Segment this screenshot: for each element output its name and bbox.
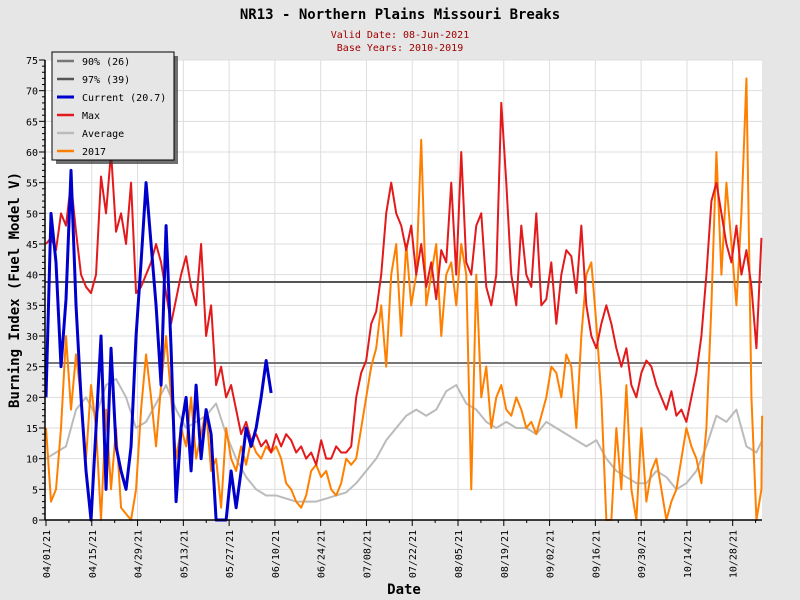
x-tick-label: 04/01/21: [42, 530, 53, 578]
x-tick-label: 10/28/21: [729, 530, 740, 578]
legend-item: 90% (26): [57, 57, 130, 68]
legend-label: Current (20.7): [82, 93, 166, 104]
y-tick-label: 70: [26, 87, 38, 98]
y-tick-label: 75: [26, 56, 38, 67]
x-tick-label: 09/30/21: [637, 530, 648, 578]
legend-item: Current (20.7): [57, 93, 166, 104]
x-tick-label: 05/13/21: [179, 530, 190, 578]
y-tick-label: 0: [32, 516, 38, 527]
x-tick-label: 09/02/21: [546, 530, 557, 578]
series-line-average: [45, 377, 764, 503]
legend-label: 90% (26): [82, 57, 130, 68]
x-tick-label: 07/08/21: [362, 530, 373, 578]
x-tick-label: 04/29/21: [134, 530, 145, 578]
axes: 0 5 10 15 20 25 30 35 40 45 50 55 60 65 70 75 04/01/21 04…: [26, 56, 762, 578]
y-axis-label: Burning Index (Fuel Model V): [7, 172, 23, 408]
y-tick-label: 35: [26, 301, 38, 312]
legend-label: 97% (39): [82, 75, 130, 86]
x-tick-label: 06/10/21: [271, 530, 282, 578]
legend-item: Average: [57, 129, 124, 140]
legend-label: Average: [82, 129, 124, 140]
legend-item: Max: [57, 111, 100, 122]
x-tick-label: 10/14/21: [683, 530, 694, 578]
x-tick-label: 08/19/21: [500, 530, 511, 578]
y-tick-label: 10: [26, 455, 38, 466]
series-line-2017: [45, 77, 764, 521]
y-tick-label: 55: [26, 179, 38, 190]
base-years: Base Years: 2010-2019: [337, 43, 463, 54]
legend-label: Max: [82, 111, 100, 122]
legend: 90% (26) 97% (39) Current (20.7) Max Average…: [51, 51, 178, 164]
y-tick-label: 20: [26, 393, 38, 404]
y-tick-label: 5: [32, 485, 38, 496]
series-line-current-20-7: [44, 168, 273, 522]
x-tick-label: 06/24/21: [317, 530, 328, 578]
x-tick-label: 08/05/21: [454, 530, 465, 578]
legend-box: [51, 51, 175, 161]
legend-item: 2017: [57, 147, 106, 158]
x-tick-label: 04/15/21: [88, 530, 99, 578]
x-tick-label: 07/22/21: [408, 530, 419, 578]
y-tick-label: 50: [26, 209, 38, 220]
y-tick-label: 40: [26, 271, 38, 282]
x-tick-label: 05/27/21: [225, 530, 236, 578]
legend-label: 2017: [82, 147, 106, 158]
chart-title: NR13 - Northern Plains Missouri Breaks: [240, 7, 560, 23]
x-tick-label: 09/16/21: [591, 530, 602, 578]
y-tick-label: 30: [26, 332, 38, 343]
y-tick-label: 60: [26, 148, 38, 159]
y-tick-label: 65: [26, 117, 38, 128]
x-axis-label: Date: [387, 582, 421, 598]
y-tick-label: 25: [26, 363, 38, 374]
y-tick-label: 45: [26, 240, 38, 251]
y-tick-label: 15: [26, 424, 38, 435]
valid-date: Valid Date: 08-Jun-2021: [331, 30, 469, 41]
legend-item: 97% (39): [57, 75, 130, 86]
series-lines: [44, 77, 764, 522]
